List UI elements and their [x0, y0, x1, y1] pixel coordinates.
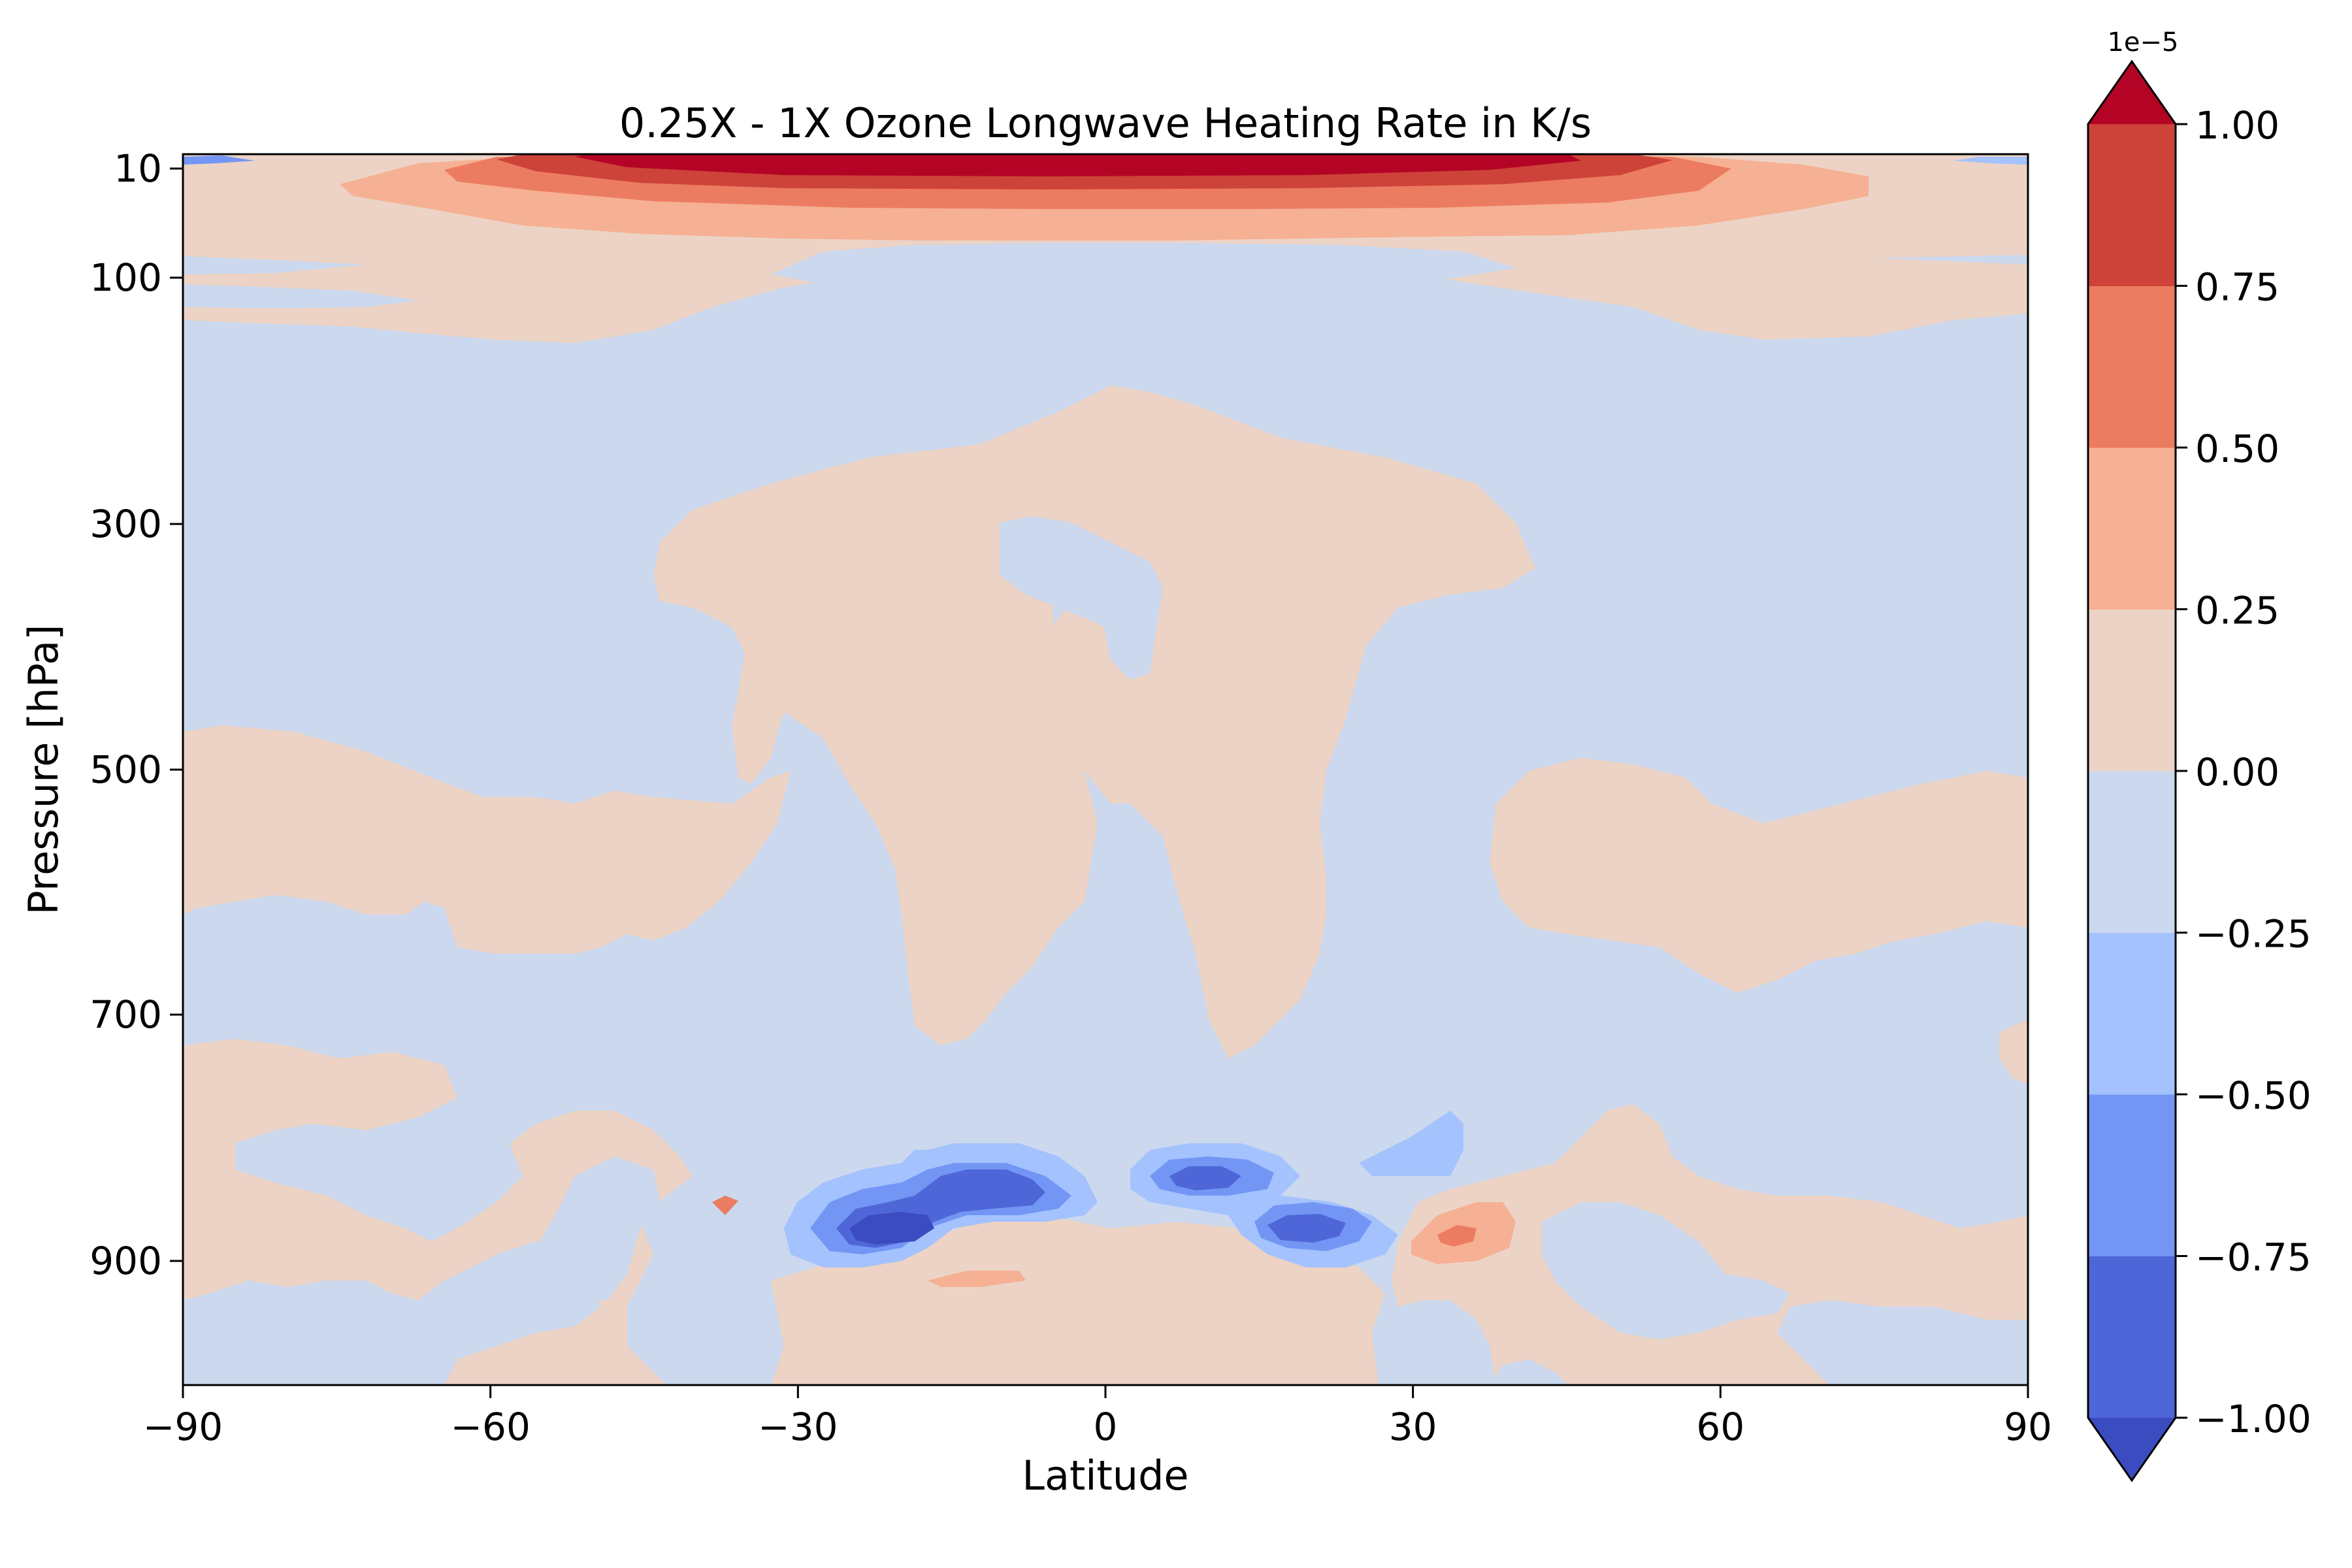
- field-region-cooling-10: [1359, 1111, 1463, 1176]
- field-region-negative-pocket: [771, 243, 1516, 297]
- colorbar-tick-label: 0.25: [2195, 589, 2279, 633]
- colorbar-tick-label: 0.00: [2195, 750, 2279, 794]
- colorbar-scale-label: 1e−5: [2107, 27, 2178, 57]
- y-tick-label: 500: [90, 747, 162, 792]
- field-region-warm-spot-1: [928, 1271, 1026, 1287]
- y-axis: 10 100 300 500 700 900: [90, 146, 183, 1283]
- x-tick-label: 30: [1389, 1405, 1437, 1449]
- field-region-positive-lower-left: [183, 1039, 693, 1385]
- field-region-positive-left: [183, 725, 791, 954]
- chart-title: 0.25X - 1X Ozone Longwave Heating Rate i…: [619, 99, 1592, 147]
- field-region-cooling-4: [849, 1212, 934, 1245]
- field-region-negative-left-patch: [536, 1156, 660, 1300]
- y-tick-label: 300: [90, 502, 162, 546]
- field-region-negative-right-patch: [1542, 1202, 1790, 1339]
- field-region-positive-right-edge: [1999, 1019, 2028, 1085]
- x-axis-label: Latitude: [1022, 1452, 1188, 1499]
- field-region-negative-notch: [1000, 516, 1163, 679]
- colorbar-tick-label: −0.25: [2195, 912, 2311, 956]
- colorbar-band: [2088, 771, 2176, 933]
- colorbar-tick-label: 0.75: [2195, 265, 2279, 310]
- colorbar-band: [2088, 932, 2176, 1095]
- y-axis-label: Pressure [hPa]: [20, 625, 67, 915]
- field-region-cooling-9: [1267, 1214, 1346, 1243]
- field-region-cooling-8: [1169, 1166, 1241, 1190]
- field-region-positive-lower-center: [771, 1215, 1385, 1385]
- field-region-positive-lower-right: [1392, 1104, 2028, 1385]
- colorbar-extend-min: [2088, 1418, 2176, 1480]
- y-tick-label: 700: [90, 992, 162, 1037]
- colorbar-tick-label: −0.50: [2195, 1073, 2311, 1118]
- x-tick-label: 0: [1094, 1405, 1118, 1449]
- plot-area: [182, 153, 2029, 1386]
- colorbar-band: [2088, 1094, 2176, 1256]
- x-axis: −90 −60 −30 0 30 60 90: [143, 1385, 2052, 1449]
- x-tick-label: −60: [450, 1405, 530, 1449]
- colorbar-band: [2088, 1256, 2176, 1418]
- y-tick-label: 900: [90, 1239, 162, 1283]
- field-region-positive-band-4: [575, 154, 1581, 176]
- y-tick-label: 100: [90, 255, 162, 300]
- colorbar-tick-label: −1.00: [2195, 1397, 2311, 1441]
- field-region-warm-spot-2: [712, 1196, 738, 1215]
- field-region-warm-core: [1437, 1225, 1477, 1247]
- x-tick-label: 90: [2004, 1405, 2052, 1449]
- x-tick-label: 60: [1696, 1405, 1744, 1449]
- colorbar-band: [2088, 609, 2176, 772]
- colorbar-extend-max: [2088, 61, 2176, 124]
- colorbar-tick-label: 1.00: [2195, 103, 2279, 148]
- y-tick-label: 10: [114, 146, 162, 191]
- field-region-positive-mid: [653, 385, 1535, 1058]
- x-tick-label: −90: [143, 1405, 223, 1449]
- colorbar-tick-label: 0.50: [2195, 427, 2279, 471]
- colorbar-band: [2088, 448, 2176, 610]
- field-region-negative-surface: [1490, 1359, 1568, 1385]
- colorbar-band: [2088, 286, 2176, 448]
- field-region-edge-right: [1953, 157, 2028, 165]
- colorbar-band: [2088, 124, 2176, 286]
- x-tick-label: −30: [758, 1405, 838, 1449]
- field-region-positive-right: [1490, 758, 2028, 993]
- colorbar-tick-label: −0.75: [2195, 1235, 2311, 1280]
- field-region-edge-left: [183, 155, 255, 165]
- colorbar: −1.00 −0.75 −0.50 −0.25 0.00 0.25 0.50 0.75 1.00: [2087, 59, 2311, 1482]
